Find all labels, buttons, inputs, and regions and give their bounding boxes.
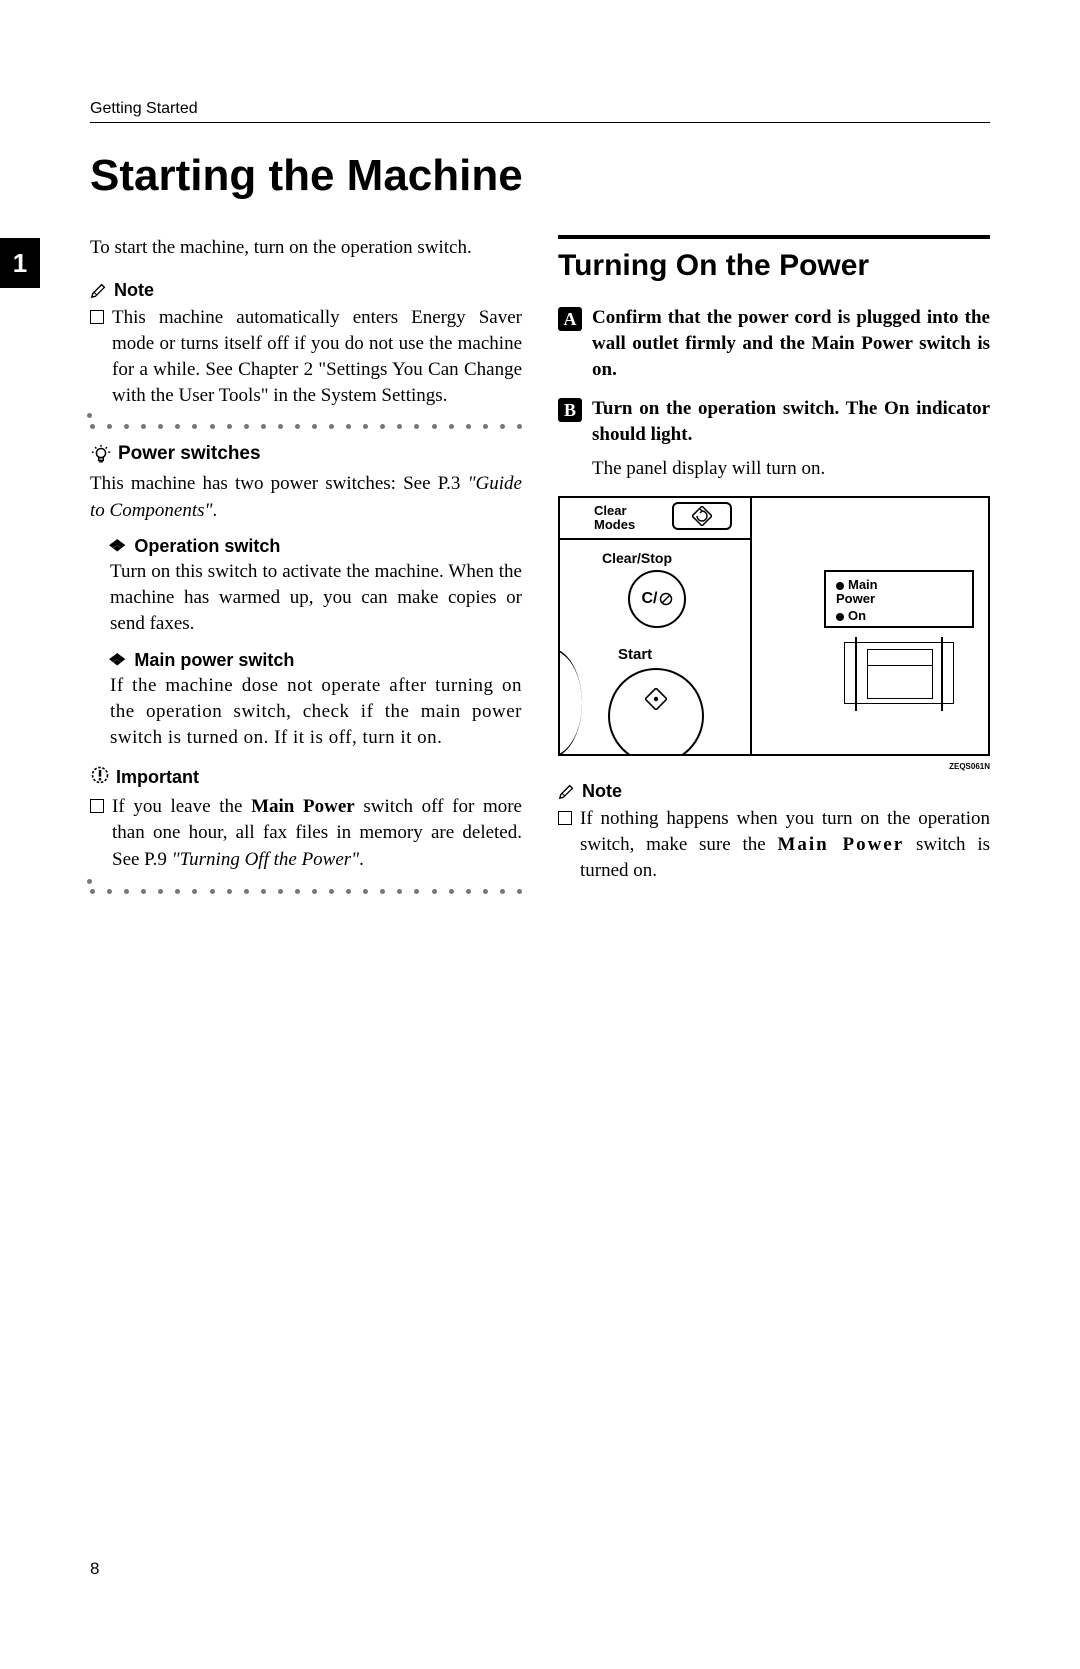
note-heading: Note [90,280,522,301]
diagram-status-panel: MainPower On [824,570,974,628]
step-1-text: Confirm that the power cord is plugged i… [592,305,990,382]
step-number-badge: B [558,398,582,422]
diagram-start-button [608,668,704,764]
diagram-label-start: Start [618,646,652,663]
step-2-text: Turn on the operation switch. The On ind… [592,396,990,448]
square-bullet-icon [90,310,104,324]
note-body-text: If nothing happens when you turn on the … [580,806,990,885]
page-title: Starting the Machine [90,151,990,201]
important-icon [90,765,110,790]
important-label-text: Important [116,767,199,788]
diagram-label-on: On [848,608,866,623]
dotted-separator [90,889,522,895]
operation-switch-body: Turn on this switch to activate the mach… [110,559,522,638]
step-number-badge: A [558,307,582,331]
diagram-label-clear-modes: ClearModes [594,504,635,531]
hint-body: This machine has two power switches: See… [90,471,522,523]
intro-paragraph: To start the machine, turn on the operat… [90,235,522,262]
note-body-text: This machine automatically enters Energy… [112,305,522,410]
note-label-text: Note [114,280,154,301]
pencil-icon [558,782,576,800]
running-header: Getting Started [90,100,990,123]
pencil-icon [90,281,108,299]
heading-rule [558,235,990,239]
diagram-label-main-power: MainPower [836,577,878,606]
important-body: If you leave the Main Power switch off f… [112,794,522,873]
note-heading: Note [558,781,990,802]
note-label-text: Note [582,781,622,802]
diagram-power-switch [844,642,954,704]
square-bullet-icon [558,811,572,825]
diagram-clear-modes-button [672,502,732,530]
diagram-label-clear-stop: Clear/Stop [602,550,672,566]
operation-switch-heading: ❖ Operation switch [110,536,522,557]
dotted-separator [90,423,522,429]
lightbulb-icon [90,443,112,465]
main-power-switch-heading: ❖ Main power switch [110,650,522,671]
section-heading: Turning On the Power [558,249,990,283]
diamond-bullet-icon: ❖ [108,650,127,670]
square-bullet-icon [90,799,104,813]
important-heading: Important [90,765,522,790]
diagram-clear-stop-button: C/ [628,570,686,628]
hint-heading: Power switches [90,443,522,465]
diamond-bullet-icon: ❖ [108,536,127,556]
control-panel-diagram: ClearModes Clear/Stop C/ Start [558,496,990,756]
diagram-code: ZEQS061N [558,762,990,771]
step-2-followup: The panel display will turn on. [592,456,990,482]
hint-label-text: Power switches [118,443,261,465]
page-number: 8 [90,1559,99,1579]
main-power-switch-body: If the machine dose not operate after tu… [110,673,522,752]
